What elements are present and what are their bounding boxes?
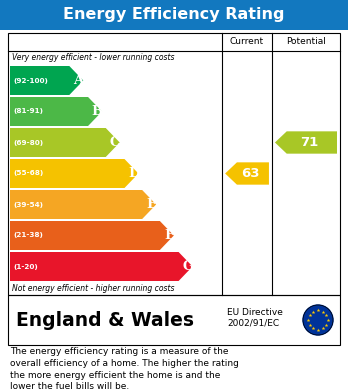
Polygon shape — [10, 221, 174, 250]
Text: (69-80): (69-80) — [13, 140, 43, 145]
Text: G: G — [182, 260, 193, 273]
Text: EU Directive
2002/91/EC: EU Directive 2002/91/EC — [227, 308, 283, 327]
Text: (21-38): (21-38) — [13, 233, 43, 239]
Text: A: A — [73, 74, 84, 87]
Bar — [8, 33, 340, 295]
Text: E: E — [147, 198, 157, 211]
Text: (92-100): (92-100) — [13, 77, 48, 84]
Text: (1-20): (1-20) — [13, 264, 38, 269]
Polygon shape — [10, 252, 192, 281]
Text: The energy efficiency rating is a measure of the
overall efficiency of a home. T: The energy efficiency rating is a measur… — [10, 347, 239, 391]
Bar — [8, 295, 340, 345]
Text: (81-91): (81-91) — [13, 108, 43, 115]
Polygon shape — [10, 128, 120, 157]
Polygon shape — [225, 162, 269, 185]
Text: Not energy efficient - higher running costs: Not energy efficient - higher running co… — [12, 284, 174, 293]
Polygon shape — [10, 66, 83, 95]
Text: 63: 63 — [241, 167, 260, 180]
Polygon shape — [275, 131, 337, 154]
Text: Very energy efficient - lower running costs: Very energy efficient - lower running co… — [12, 54, 174, 63]
Text: (55-68): (55-68) — [13, 170, 43, 176]
Polygon shape — [10, 190, 156, 219]
Text: B: B — [92, 105, 103, 118]
Text: Energy Efficiency Rating: Energy Efficiency Rating — [63, 7, 285, 23]
Text: (39-54): (39-54) — [13, 201, 43, 208]
Bar — [0, 0, 348, 30]
Circle shape — [303, 305, 333, 335]
Text: Current: Current — [230, 38, 264, 47]
Text: England & Wales: England & Wales — [16, 310, 194, 330]
Text: D: D — [128, 167, 140, 180]
Text: 71: 71 — [300, 136, 319, 149]
Text: C: C — [110, 136, 120, 149]
Polygon shape — [10, 97, 102, 126]
Text: Potential: Potential — [286, 38, 326, 47]
Polygon shape — [10, 159, 139, 188]
Text: F: F — [165, 229, 174, 242]
